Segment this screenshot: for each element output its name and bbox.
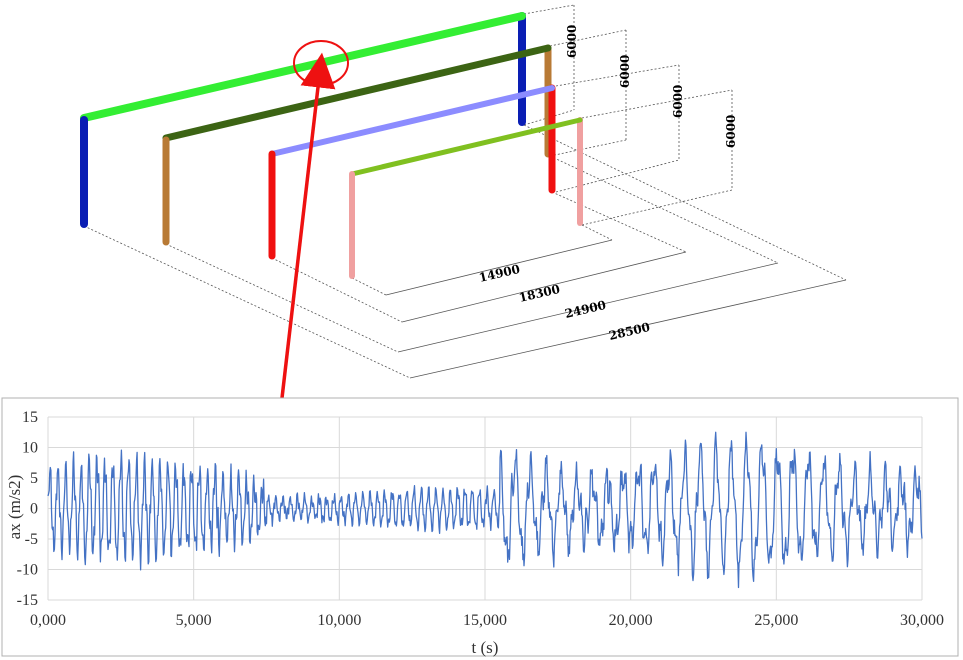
span-label-frame-1: 28500 xyxy=(608,320,652,343)
dimension-lines xyxy=(83,4,847,379)
y-tick-label: -10 xyxy=(17,562,38,579)
x-tick-label: 0,000 xyxy=(30,612,66,629)
span-label-frame-2: 24900 xyxy=(564,298,608,321)
x-tick-label: 30,000 xyxy=(900,612,944,629)
x-tick-label: 20,000 xyxy=(609,612,653,629)
y-tick-label: -5 xyxy=(25,531,38,548)
y-tick-label: 10 xyxy=(22,440,38,457)
y-tick-label: 0 xyxy=(30,501,38,518)
pointer-arrow xyxy=(280,52,336,399)
y-tick-label: 5 xyxy=(30,470,38,487)
x-tick-label: 15,000 xyxy=(463,612,507,629)
height-label-frame-2: 6000 xyxy=(618,55,632,88)
height-label-frame-3: 6000 xyxy=(671,85,685,118)
y-tick-label: 15 xyxy=(22,409,38,426)
x-axis-label: t (s) xyxy=(472,638,499,657)
acceleration-chart: 15 10 5 0 -5 -10 -15 0,000 5,000 10,000 15,000 20,0… xyxy=(1,397,959,657)
chart-grid xyxy=(47,416,923,601)
x-tick-label: 25,000 xyxy=(754,612,798,629)
y-tick-label: -15 xyxy=(17,592,38,609)
frame-2 xyxy=(162,44,552,246)
span-label-frame-4: 14900 xyxy=(478,262,522,285)
frame-diagram: 6000 6000 6000 6000 14900 18300 24900 28… xyxy=(80,4,847,399)
span-label-frame-3: 18300 xyxy=(518,282,562,305)
x-tick-label: 5,000 xyxy=(176,612,212,629)
frame-4-beam xyxy=(349,117,583,177)
height-label-frame-1: 6000 xyxy=(565,25,579,58)
frame-3-beam xyxy=(269,85,555,157)
frame-4 xyxy=(349,117,583,279)
height-label-frame-4: 6000 xyxy=(724,115,738,148)
chart-ticks: 15 10 5 0 -5 -10 -15 0,000 5,000 10,000 15,000 20,0… xyxy=(17,409,944,629)
y-axis-label: ax (m/s2) xyxy=(5,475,24,540)
chart-border xyxy=(1,397,959,657)
series-ax-line xyxy=(47,431,923,589)
x-tick-label: 10,000 xyxy=(317,612,361,629)
frame-2-beam xyxy=(162,44,552,142)
frame-3 xyxy=(268,84,556,260)
